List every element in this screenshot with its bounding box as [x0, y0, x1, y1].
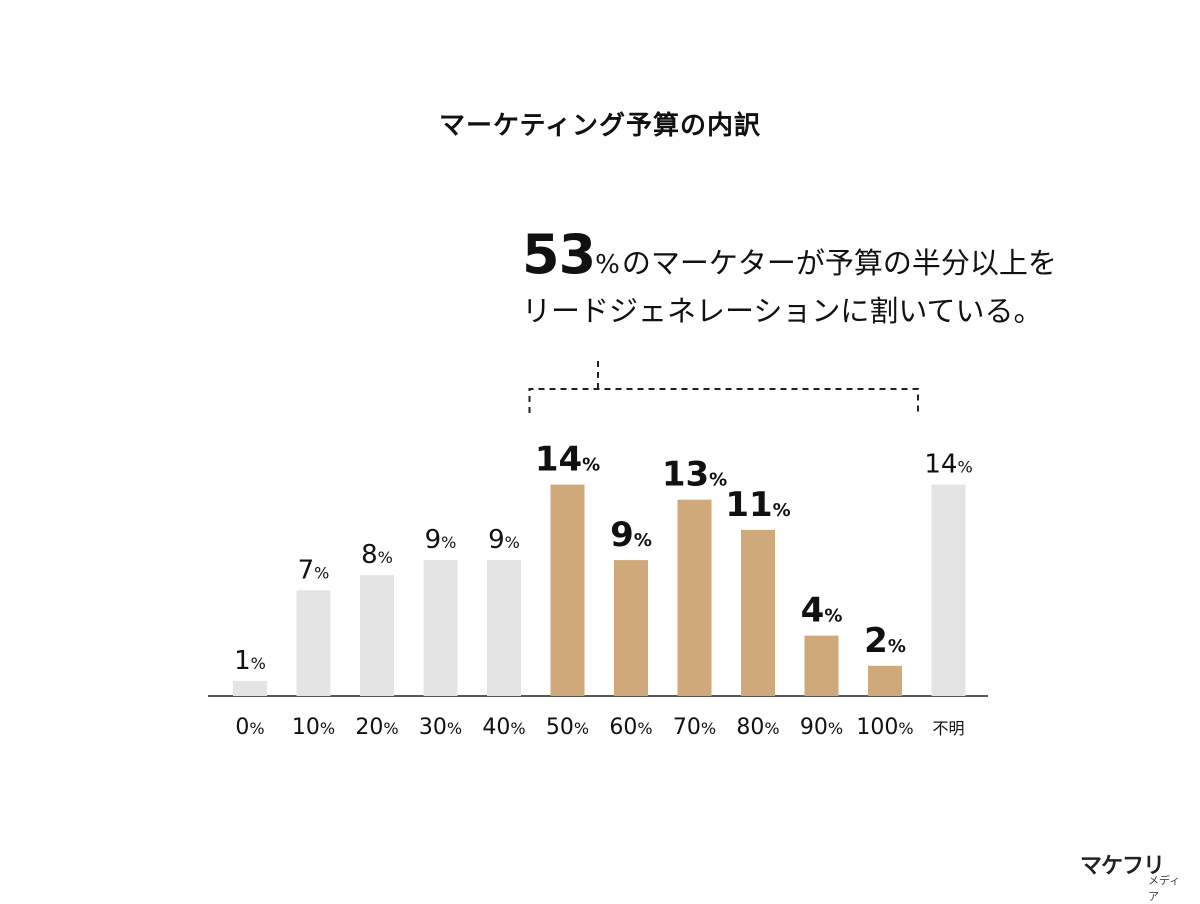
tick-label-20%: 20% [355, 715, 398, 740]
bar-40% [487, 560, 521, 696]
value-label-10%: 7% [298, 555, 330, 585]
tick-label-50%: 50% [546, 715, 589, 740]
tick-label-100%: 100% [856, 715, 913, 740]
tick-label-不明: 不明 [932, 719, 964, 738]
tick-label-90%: 90% [800, 715, 843, 740]
value-label-100%: 2% [864, 621, 906, 661]
bar-0% [233, 680, 267, 696]
bar-30% [423, 560, 458, 696]
value-label-40%: 9% [488, 525, 520, 555]
value-label-60%: 9% [610, 515, 652, 555]
value-label-20%: 8% [361, 540, 393, 570]
logo-text: マケフリ [1080, 854, 1165, 879]
callout-line-2: リードジェネレーションに割いている。 [522, 294, 1043, 328]
value-label-0%: 1% [234, 646, 266, 676]
tick-label-10%: 10% [292, 715, 335, 740]
tick-label-80%: 80% [736, 715, 779, 740]
callout-line-1: 53%のマーケターが予算の半分以上を [522, 228, 1142, 288]
logo-subtext: メディア [1148, 874, 1181, 903]
callout-value: 53 [522, 223, 596, 286]
callout-unit: % [595, 250, 620, 280]
bar-100% [868, 665, 902, 696]
bar-10% [296, 590, 331, 696]
value-label-不明: 14% [924, 450, 972, 480]
value-label-30%: 9% [425, 525, 457, 555]
bar-90% [804, 635, 839, 696]
bar-20% [360, 575, 394, 696]
value-label-50%: 14% [535, 440, 600, 480]
bar-80% [741, 529, 775, 696]
value-label-90%: 4% [801, 591, 843, 631]
callout-annotation: 53%のマーケターが予算の半分以上を リードジェネレーションに割いている。 [522, 228, 1142, 334]
tick-label-40%: 40% [482, 715, 525, 740]
value-label-80%: 11% [725, 485, 790, 525]
tick-label-60%: 60% [609, 715, 652, 740]
bar-不明 [931, 484, 966, 696]
callout-text-1: のマーケターが予算の半分以上を [621, 246, 1057, 280]
bar-70% [677, 499, 712, 696]
chart-title: マーケティング予算の内訳 [439, 111, 761, 141]
bar-50% [550, 484, 585, 696]
bar-60% [614, 560, 648, 696]
brand-logo: マケフリ メディア [1080, 846, 1190, 903]
range-bracket [528, 388, 919, 413]
tick-label-70%: 70% [673, 715, 716, 740]
tick-label-0%: 0% [235, 715, 264, 740]
value-label-70%: 13% [662, 455, 727, 495]
tick-label-30%: 30% [419, 715, 462, 740]
